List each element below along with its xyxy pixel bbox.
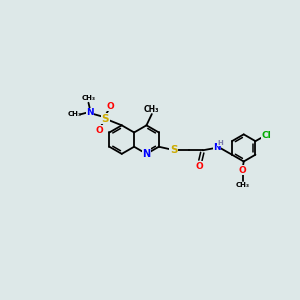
- Text: N: N: [142, 149, 151, 159]
- Text: N: N: [213, 143, 221, 152]
- Text: Cl: Cl: [261, 131, 271, 140]
- Text: CH₃: CH₃: [82, 95, 95, 101]
- Text: CH₃: CH₃: [144, 105, 160, 114]
- Text: S: S: [170, 145, 177, 155]
- Text: S: S: [102, 114, 109, 124]
- Text: N: N: [86, 108, 94, 117]
- Text: H: H: [218, 140, 224, 146]
- Text: O: O: [95, 126, 103, 135]
- Text: CH₃: CH₃: [68, 111, 82, 117]
- Text: O: O: [196, 162, 204, 171]
- Text: O: O: [107, 102, 115, 111]
- Text: O: O: [238, 166, 246, 175]
- Text: CH₃: CH₃: [236, 182, 250, 188]
